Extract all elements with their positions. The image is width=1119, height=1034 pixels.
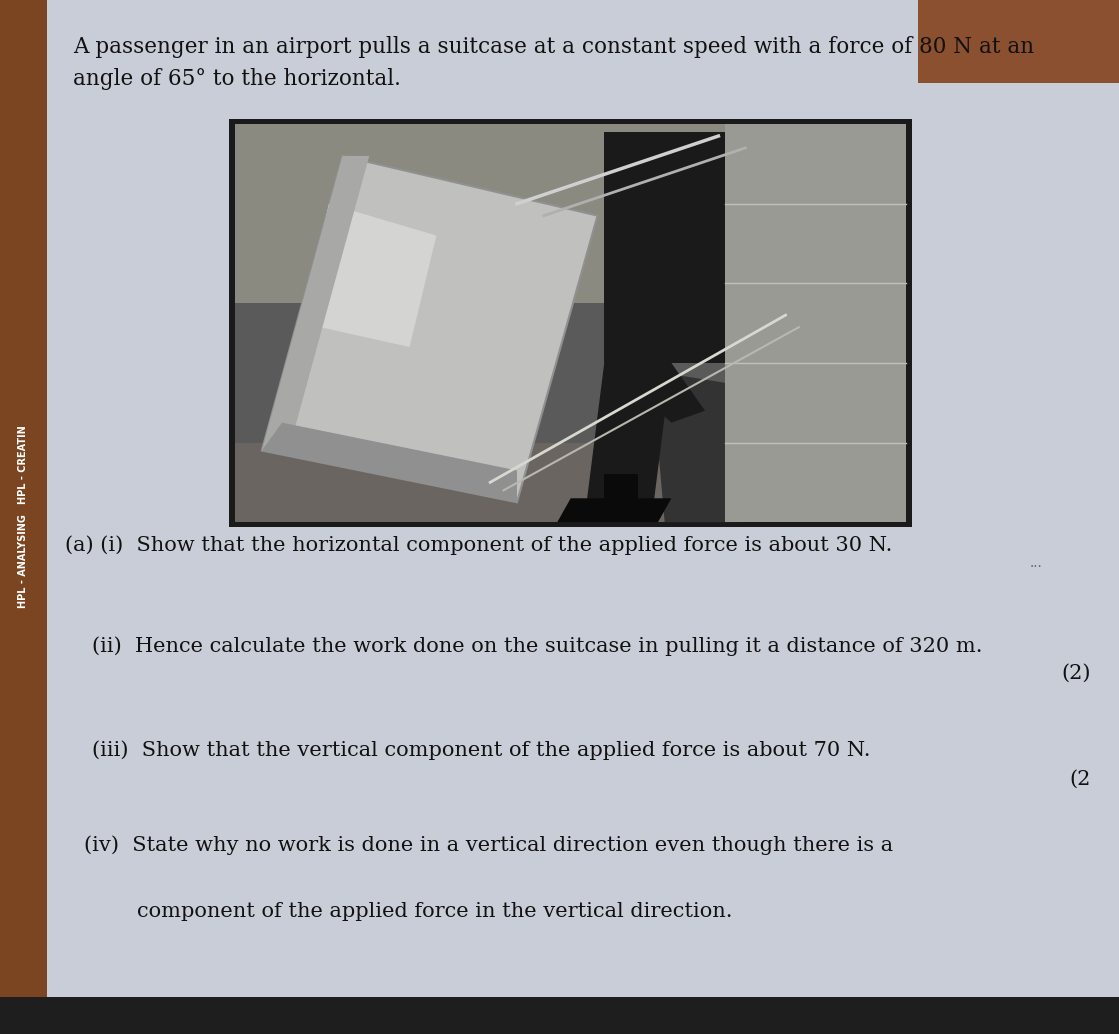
Bar: [229, 119, 912, 527]
Text: (ii)  Hence calculate the work done on the suitcase in pulling it a distance of : (ii) Hence calculate the work done on th…: [92, 636, 982, 656]
Bar: [604, 132, 725, 363]
Polygon shape: [584, 363, 671, 522]
Bar: [725, 124, 906, 522]
Bar: [0, 997, 1119, 1034]
Bar: [235, 443, 906, 522]
Bar: [918, 0, 1119, 83]
Polygon shape: [262, 156, 598, 503]
Text: (iv)  State why no work is done in a vertical direction even though there is a: (iv) State why no work is done in a vert…: [84, 835, 893, 855]
Text: component of the applied force in the vertical direction.: component of the applied force in the ve…: [84, 902, 733, 920]
Bar: [235, 124, 906, 303]
Polygon shape: [262, 156, 369, 451]
Text: (a) (i)  Show that the horizontal component of the applied force is about 30 N.: (a) (i) Show that the horizontal compone…: [65, 536, 892, 555]
Polygon shape: [557, 498, 671, 522]
Polygon shape: [302, 204, 436, 347]
Text: (2): (2): [1062, 664, 1091, 682]
Text: (iii)  Show that the vertical component of the applied force is about 70 N.: (iii) Show that the vertical component o…: [92, 740, 871, 760]
Text: A passenger in an airport pulls a suitcase at a constant speed with a force of 8: A passenger in an airport pulls a suitca…: [73, 36, 1034, 90]
Polygon shape: [262, 423, 517, 503]
Bar: [0, 0, 47, 1034]
Text: (2: (2: [1070, 769, 1091, 788]
Text: ...: ...: [1029, 556, 1042, 571]
Bar: [235, 124, 906, 522]
Polygon shape: [611, 363, 705, 423]
Polygon shape: [651, 371, 739, 522]
Text: HPL - ANALYSING   HPL - CREATIN: HPL - ANALYSING HPL - CREATIN: [19, 426, 28, 608]
Polygon shape: [604, 475, 638, 522]
